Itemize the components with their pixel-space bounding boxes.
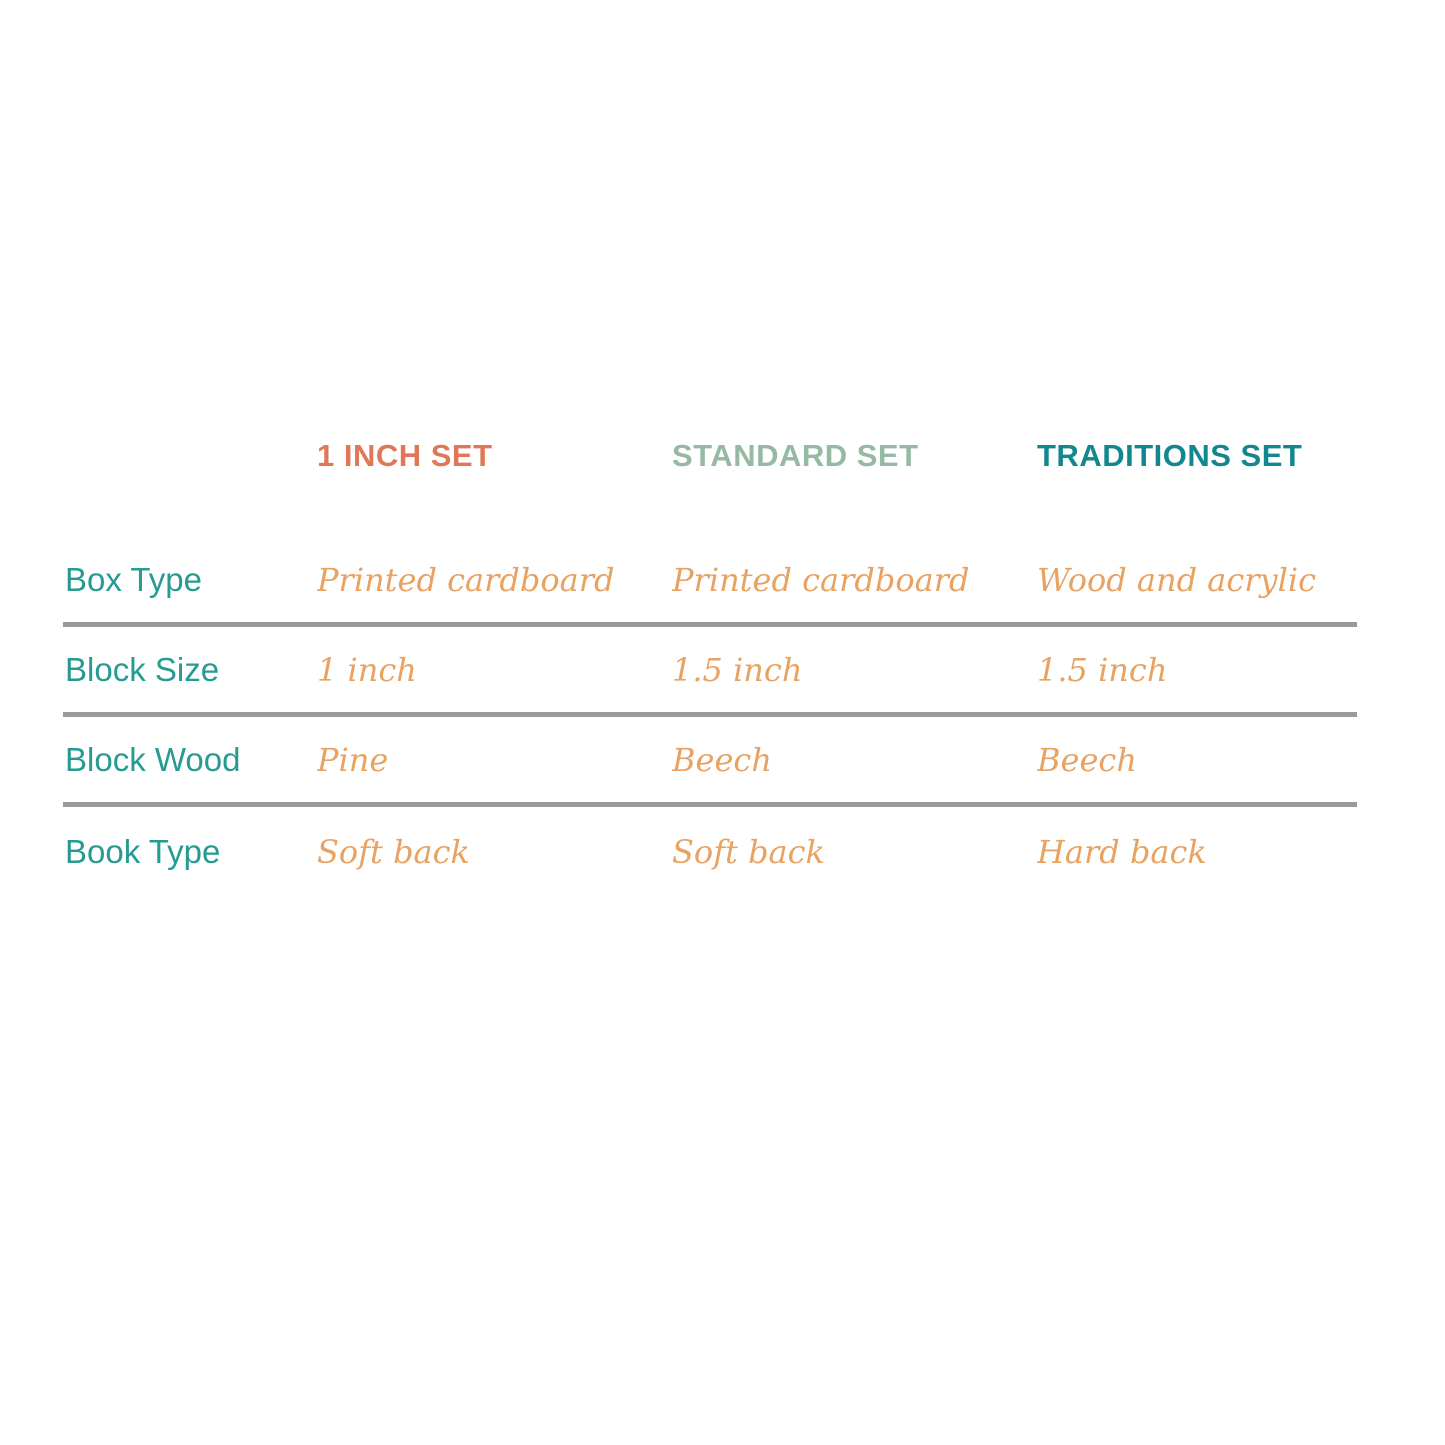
table-row-box-type: Box Type Printed cardboard Printed cardb… <box>63 537 1357 627</box>
table-cell: Soft back <box>317 833 470 871</box>
table-row-block-wood: Block Wood Pine Beech Beech <box>63 717 1357 807</box>
column-header-traditions-set: TRADITIONS SET <box>1037 438 1303 473</box>
table-cell: Beech <box>1037 740 1137 779</box>
table-cell: Pine <box>317 740 389 779</box>
row-label: Box Type <box>65 560 202 598</box>
table-header-row: 1 INCH SET STANDARD SET TRADITIONS SET <box>63 428 1357 537</box>
table-cell: 1.5 inch <box>672 650 803 689</box>
column-header-standard-set: STANDARD SET <box>672 438 919 473</box>
table-cell: Hard back <box>1037 833 1207 871</box>
column-header-1-inch-set: 1 INCH SET <box>317 438 493 473</box>
table-cell: Printed cardboard <box>672 560 970 599</box>
table-cell: Beech <box>672 740 772 779</box>
table-cell: 1.5 inch <box>1037 650 1168 689</box>
row-label: Block Wood <box>65 740 241 778</box>
table-row-block-size: Block Size 1 inch 1.5 inch 1.5 inch <box>63 627 1357 717</box>
table-cell: Wood and acrylic <box>1037 560 1317 599</box>
row-label: Block Size <box>65 650 220 688</box>
table-cell: Printed cardboard <box>317 560 615 599</box>
table-cell: Soft back <box>672 833 825 871</box>
table-cell: 1 inch <box>317 650 417 689</box>
row-label: Book Type <box>65 833 221 870</box>
product-comparison-table: 1 INCH SET STANDARD SET TRADITIONS SET B… <box>63 428 1357 897</box>
table-row-book-type: Book Type Soft back Soft back Hard back <box>63 807 1357 897</box>
